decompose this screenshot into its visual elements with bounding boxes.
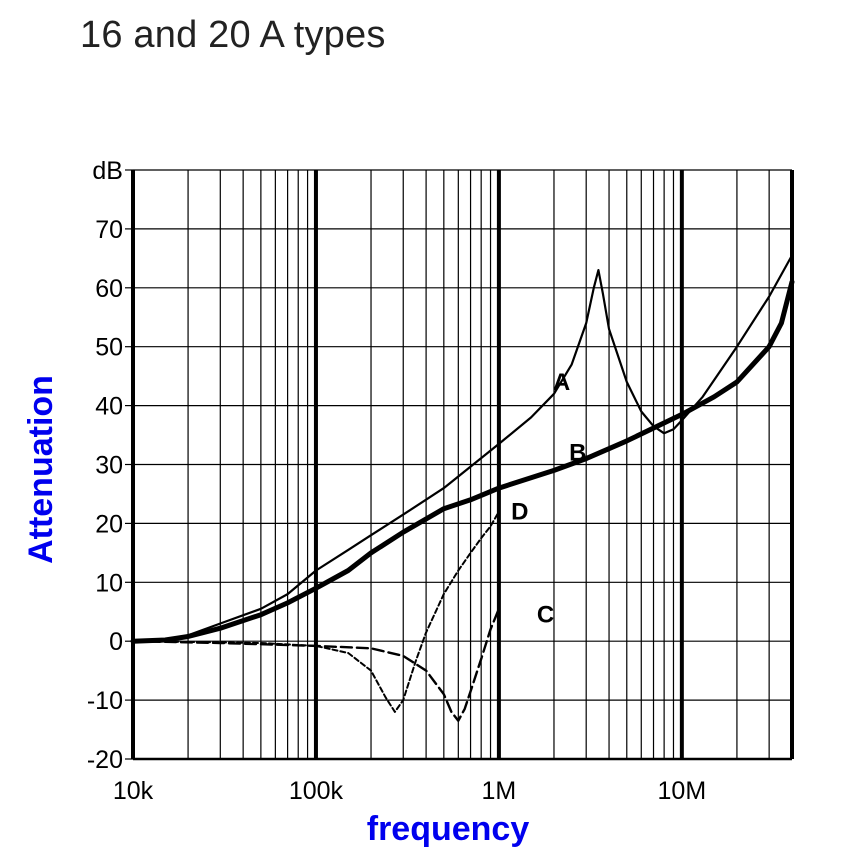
y-tick-label: -10: [87, 687, 123, 715]
curve-label-d: D: [511, 499, 528, 526]
y-tick-label: 20: [95, 510, 123, 538]
y-tick-label: 30: [95, 452, 123, 480]
y-tick-label: 60: [95, 275, 123, 303]
series-line-b: [130, 279, 795, 644]
y-tick-label: 70: [95, 216, 123, 244]
plot-frame: [131, 170, 794, 761]
curve-label-b: B: [569, 440, 586, 467]
x-tick-labels: 10k 100k 1M 10M: [113, 777, 706, 805]
y-tick-label: 50: [95, 334, 123, 362]
series-line-d: [132, 510, 500, 713]
series-line-c: [131, 607, 501, 722]
x-tick-label: 1M: [482, 777, 517, 805]
x-tick-label: 10M: [658, 777, 707, 805]
y-tick-label: 40: [95, 393, 123, 421]
curve-label-c: C: [537, 602, 554, 629]
y-axis-title: Attenuation: [22, 375, 60, 564]
curve-labels: A B C D: [511, 369, 586, 629]
series-line-a: [131, 254, 794, 643]
chart-title: 16 and 20 A types: [80, 14, 386, 56]
series-lines: [130, 254, 795, 722]
minor-gridlines: [125, 169, 793, 760]
y-tick-labels: dB 70 60 50 40 30 20 10 0 -10 -20: [87, 157, 123, 774]
y-tick-label: -20: [87, 746, 123, 774]
x-tick-label: 100k: [289, 777, 344, 805]
x-tick-label: 10k: [113, 777, 154, 805]
y-tick-label: dB: [92, 157, 123, 185]
y-tick-label: 0: [109, 628, 123, 656]
y-tick-label: 10: [95, 569, 123, 597]
x-axis-title: frequency: [367, 810, 530, 848]
curve-label-a: A: [553, 369, 570, 396]
